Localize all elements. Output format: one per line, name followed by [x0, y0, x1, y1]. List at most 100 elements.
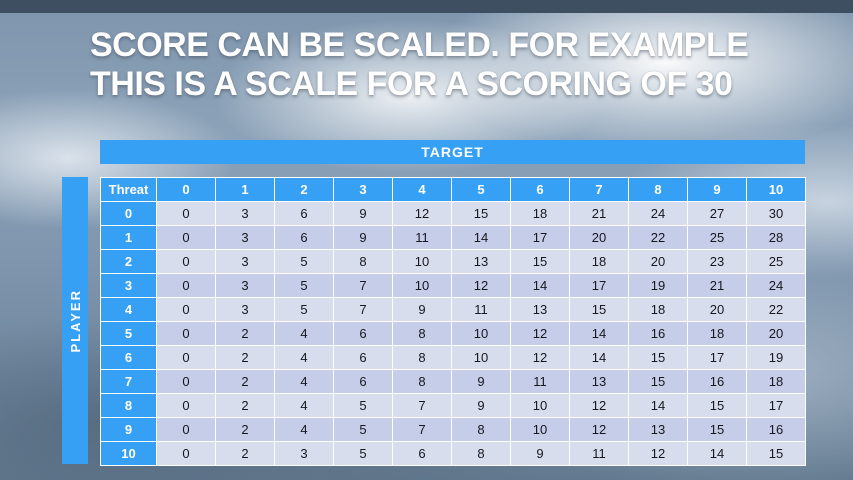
table-cell-9-4: 7 — [392, 417, 452, 442]
table-cell-4-6: 13 — [510, 297, 570, 322]
table-cell-4-8: 18 — [628, 297, 688, 322]
table-cell-8-5: 9 — [451, 393, 511, 418]
table-cell-2-6: 15 — [510, 249, 570, 274]
table-cell-9-6: 10 — [510, 417, 570, 442]
table-cell-1-0: 0 — [156, 225, 216, 250]
threat-label-cell: Threat — [100, 177, 157, 202]
table-cell-2-7: 18 — [569, 249, 629, 274]
title-line-2: THIS IS A SCALE FOR A SCORING OF 30 — [90, 65, 733, 103]
table-cell-3-9: 21 — [687, 273, 747, 298]
column-header-5: 5 — [451, 177, 511, 202]
table-row-threat-10: 10 0 2 3 5 6 8 9 11 12 14 15 — [100, 441, 806, 466]
table-cell-3-0: 0 — [156, 273, 216, 298]
table-cell-2-8: 20 — [628, 249, 688, 274]
table-cell-0-6: 18 — [510, 201, 570, 226]
table-cell-6-6: 12 — [510, 345, 570, 370]
table-cell-7-6: 11 — [510, 369, 570, 394]
table-row-threat-4: 4 0 3 5 7 9 11 13 15 18 20 22 — [100, 297, 806, 322]
table-cell-0-7: 21 — [569, 201, 629, 226]
row-header-0: 0 — [100, 201, 157, 226]
table-cell-10-6: 9 — [510, 441, 570, 466]
table-cell-8-3: 5 — [333, 393, 393, 418]
score-table-head: Threat 0 1 2 3 4 5 6 7 8 9 10 — [100, 177, 806, 202]
table-cell-4-10: 22 — [746, 297, 806, 322]
table-cell-10-2: 3 — [274, 441, 334, 466]
table-cell-9-8: 13 — [628, 417, 688, 442]
table-cell-3-2: 5 — [274, 273, 334, 298]
table-cell-1-3: 9 — [333, 225, 393, 250]
table-cell-2-0: 0 — [156, 249, 216, 274]
table-cell-3-6: 14 — [510, 273, 570, 298]
table-cell-3-5: 12 — [451, 273, 511, 298]
table-cell-1-8: 22 — [628, 225, 688, 250]
table-cell-9-10: 16 — [746, 417, 806, 442]
table-row-threat-5: 5 0 2 4 6 8 10 12 14 16 18 20 — [100, 321, 806, 346]
table-cell-9-3: 5 — [333, 417, 393, 442]
table-cell-1-10: 28 — [746, 225, 806, 250]
table-cell-2-4: 10 — [392, 249, 452, 274]
table-cell-8-1: 2 — [215, 393, 275, 418]
table-cell-9-2: 4 — [274, 417, 334, 442]
table-cell-6-9: 17 — [687, 345, 747, 370]
table-cell-5-5: 10 — [451, 321, 511, 346]
table-cell-5-6: 12 — [510, 321, 570, 346]
table-cell-7-1: 2 — [215, 369, 275, 394]
table-cell-1-7: 20 — [569, 225, 629, 250]
table-cell-10-3: 5 — [333, 441, 393, 466]
row-header-1: 1 — [100, 225, 157, 250]
table-cell-3-7: 17 — [569, 273, 629, 298]
table-cell-5-3: 6 — [333, 321, 393, 346]
table-cell-8-4: 7 — [392, 393, 452, 418]
table-cell-0-3: 9 — [333, 201, 393, 226]
table-cell-0-4: 12 — [392, 201, 452, 226]
row-header-8: 8 — [100, 393, 157, 418]
table-cell-4-2: 5 — [274, 297, 334, 322]
table-cell-5-9: 18 — [687, 321, 747, 346]
table-cell-1-5: 14 — [451, 225, 511, 250]
table-cell-3-10: 24 — [746, 273, 806, 298]
table-cell-8-0: 0 — [156, 393, 216, 418]
table-cell-10-0: 0 — [156, 441, 216, 466]
table-cell-4-3: 7 — [333, 297, 393, 322]
table-cell-8-9: 15 — [687, 393, 747, 418]
target-header: TARGET — [100, 140, 805, 164]
table-cell-6-7: 14 — [569, 345, 629, 370]
table-cell-7-8: 15 — [628, 369, 688, 394]
table-cell-0-5: 15 — [451, 201, 511, 226]
row-header-10: 10 — [100, 441, 157, 466]
table-cell-10-10: 15 — [746, 441, 806, 466]
table-cell-7-7: 13 — [569, 369, 629, 394]
table-cell-4-7: 15 — [569, 297, 629, 322]
table-row-threat-7: 7 0 2 4 6 8 9 11 13 15 16 18 — [100, 369, 806, 394]
table-cell-6-1: 2 — [215, 345, 275, 370]
row-header-5: 5 — [100, 321, 157, 346]
table-cell-7-10: 18 — [746, 369, 806, 394]
table-cell-1-2: 6 — [274, 225, 334, 250]
column-header-6: 6 — [510, 177, 570, 202]
table-cell-0-9: 27 — [687, 201, 747, 226]
table-cell-5-4: 8 — [392, 321, 452, 346]
table-cell-6-4: 8 — [392, 345, 452, 370]
table-cell-6-5: 10 — [451, 345, 511, 370]
table-cell-8-10: 17 — [746, 393, 806, 418]
table-cell-10-5: 8 — [451, 441, 511, 466]
table-cell-10-7: 11 — [569, 441, 629, 466]
table-cell-5-1: 2 — [215, 321, 275, 346]
target-label: TARGET — [421, 144, 484, 160]
column-header-0: 0 — [156, 177, 216, 202]
table-cell-10-9: 14 — [687, 441, 747, 466]
table-cell-5-2: 4 — [274, 321, 334, 346]
table-cell-0-2: 6 — [274, 201, 334, 226]
top-strip — [0, 0, 853, 13]
table-row-threat-6: 6 0 2 4 6 8 10 12 14 15 17 19 — [100, 345, 806, 370]
table-cell-5-7: 14 — [569, 321, 629, 346]
row-header-9: 9 — [100, 417, 157, 442]
player-label: PLAYER — [67, 288, 83, 353]
table-cell-2-3: 8 — [333, 249, 393, 274]
table-cell-1-9: 25 — [687, 225, 747, 250]
column-header-3: 3 — [333, 177, 393, 202]
row-header-4: 4 — [100, 297, 157, 322]
table-cell-5-8: 16 — [628, 321, 688, 346]
table-cell-6-8: 15 — [628, 345, 688, 370]
